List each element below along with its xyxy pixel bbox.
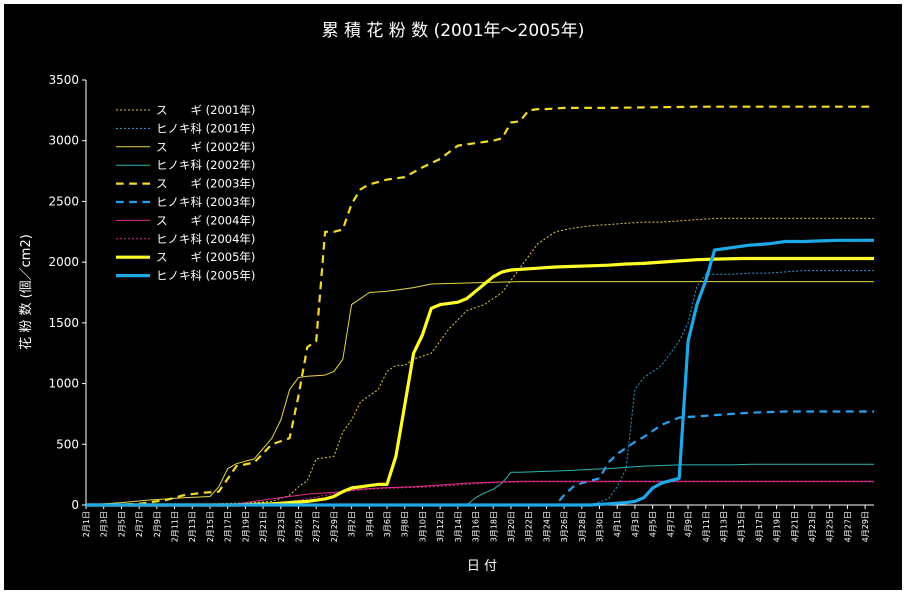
x-axis-label: 日 付 <box>467 559 497 574</box>
x-tick-label: 4月21日 <box>790 511 799 542</box>
x-tick-label: 4月29日 <box>861 511 870 542</box>
x-tick-label: 2月13日 <box>188 511 197 542</box>
legend-label: ヒノキ科 (2003年) <box>156 195 255 209</box>
y-tick-label: 2500 <box>48 194 79 208</box>
x-tick-label: 4月19日 <box>773 511 782 542</box>
x-tick-label: 3月14日 <box>454 511 463 542</box>
x-tick-label: 4月3日 <box>631 511 640 537</box>
legend-label: ヒノキ科 (2001年) <box>156 121 255 135</box>
y-tick-label: 3500 <box>48 73 79 87</box>
x-tick-label: 3月12日 <box>436 511 445 542</box>
x-tick-label: 2月17日 <box>224 511 233 542</box>
x-tick-label: 2月15日 <box>206 511 215 542</box>
x-tick-label: 2月23日 <box>277 511 286 542</box>
x-tick-label: 2月27日 <box>312 511 321 542</box>
x-tick-label: 2月11日 <box>171 511 180 542</box>
legend-label: ス ギ (2003年) <box>156 177 255 191</box>
y-tick-label: 1000 <box>48 377 79 391</box>
axes: 0 500 1000 1500 2000 2500 3000 3500 2月1日 2月3日 2月5日… <box>48 73 874 542</box>
y-axis-label: 花 粉 数 (個／cm2) <box>18 234 34 350</box>
series-line-3 <box>85 281 874 506</box>
x-tick-label: 2月25日 <box>294 511 303 542</box>
x-tick-label: 4月17日 <box>755 511 764 542</box>
x-tick-label: 3月18日 <box>489 511 498 542</box>
series-line-7 <box>86 480 874 506</box>
x-tick-label: 4月13日 <box>719 511 728 542</box>
x-tick-label: 4月27日 <box>843 511 852 542</box>
x-tick-label: 4月25日 <box>826 511 835 542</box>
x-tick-label: 4月9日 <box>684 511 693 537</box>
legend-label: ス ギ (2005年) <box>156 250 255 264</box>
x-tick-label: 3月16日 <box>472 511 481 542</box>
x-tick-label: 3月4日 <box>365 511 374 537</box>
x-tick-label: 4月7日 <box>666 511 675 537</box>
series-line-5 <box>86 105 874 507</box>
x-tick-label: 3月8日 <box>401 511 410 537</box>
x-tick-label: 2月9日 <box>153 511 162 537</box>
series-line-10 <box>86 238 874 507</box>
x-tick-label: 2月1日 <box>82 511 91 537</box>
x-tick-label: 3月30日 <box>596 511 605 542</box>
x-tick-label: 2月7日 <box>135 511 144 537</box>
chart-title: 累 積 花 粉 数 (2001年〜2005年) <box>322 21 585 41</box>
series-line-4 <box>86 463 874 506</box>
legend: ス ギ (2001年) ヒノキ科 (2001年) ス ギ (2002年) ヒノキ科 (… <box>116 103 255 283</box>
legend-label: ス ギ (2004年) <box>156 213 255 227</box>
x-tick-label: 3月26日 <box>560 511 569 542</box>
legend-label: ス ギ (2002年) <box>156 140 255 154</box>
y-tick-label: 500 <box>56 437 79 451</box>
y-tick-label: 1500 <box>48 316 79 330</box>
x-tick-label: 2月19日 <box>241 511 250 542</box>
x-tick-label: 3月28日 <box>578 511 587 542</box>
x-tick-label: 3月6日 <box>383 511 392 537</box>
series-line-8 <box>85 481 874 506</box>
x-tick-label: 4月23日 <box>808 511 817 542</box>
plot-area <box>85 105 874 507</box>
legend-label: ヒノキ科 (2004年) <box>156 232 255 246</box>
legend-label: ス ギ (2001年) <box>156 103 255 117</box>
x-tick-label: 2月21日 <box>259 511 268 542</box>
x-tick-label: 3月24日 <box>542 511 551 542</box>
x-tick-label: 4月11日 <box>702 511 711 542</box>
legend-label: ヒノキ科 (2002年) <box>156 158 255 172</box>
series-line-6 <box>86 410 874 507</box>
chart-frame: 累 積 花 粉 数 (2001年〜2005年) 花 粉 数 (個／cm2) 日 … <box>4 4 902 590</box>
legend-label: ヒノキ科 (2005年) <box>156 269 255 283</box>
x-tick-label: 2月29日 <box>330 511 339 542</box>
x-tick-label: 4月1日 <box>613 511 622 537</box>
x-tick-label: 2月3日 <box>100 511 109 537</box>
y-tick-label: 0 <box>71 498 79 512</box>
x-tick-label: 3月10日 <box>418 511 427 542</box>
series-line-2 <box>86 270 874 506</box>
x-tick-label: 3月20日 <box>507 511 516 542</box>
x-tick-label: 4月15日 <box>737 511 746 542</box>
x-tick-label: 2月5日 <box>117 511 126 537</box>
x-tick-label: 3月2日 <box>348 511 357 537</box>
y-tick-label: 2000 <box>48 255 79 269</box>
cumulative-pollen-chart: 累 積 花 粉 数 (2001年〜2005年) 花 粉 数 (個／cm2) 日 … <box>18 21 874 574</box>
x-tick-label: 4月5日 <box>649 511 658 537</box>
y-tick-label: 3000 <box>48 134 79 148</box>
x-tick-label: 3月22日 <box>525 511 534 542</box>
series-line-9 <box>86 256 874 507</box>
